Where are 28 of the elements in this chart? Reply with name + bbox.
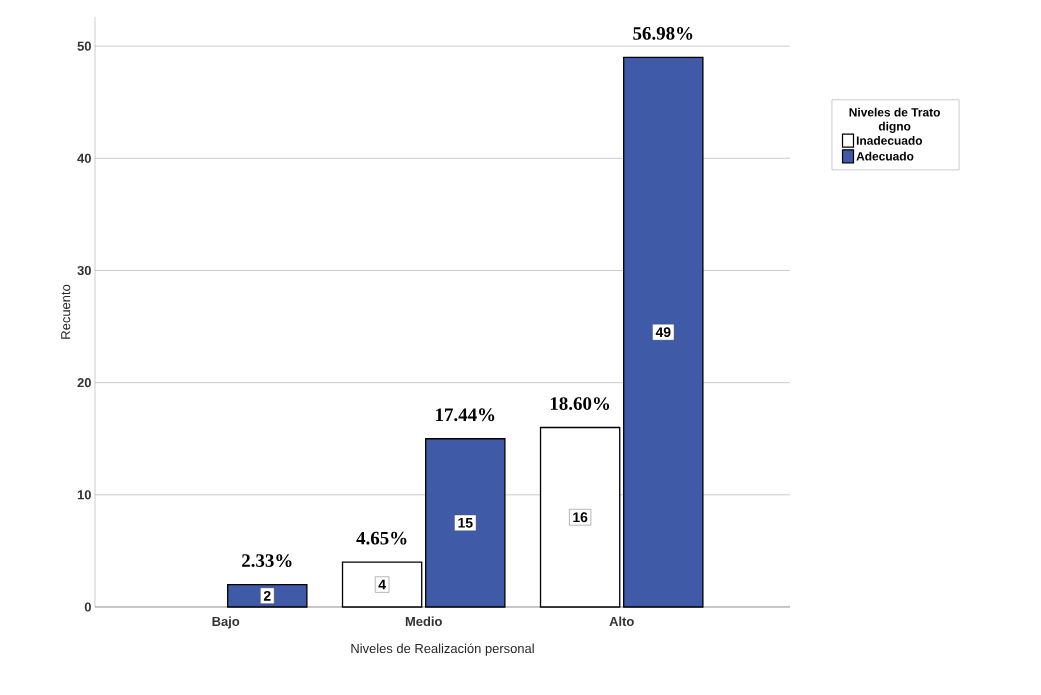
data-label: 15 xyxy=(458,518,473,528)
data-label: 49 xyxy=(655,327,671,338)
y-tick-label: 40 xyxy=(77,153,91,163)
data-label: 4 xyxy=(378,579,386,590)
y-tick-label: 30 xyxy=(77,265,91,276)
annotation: 2.33% xyxy=(242,554,292,568)
y-tick-label: 0 xyxy=(84,602,91,612)
annotation: 17.44% xyxy=(436,408,495,422)
y-tick-label: 20 xyxy=(77,378,91,388)
data-label: 2 xyxy=(263,590,271,601)
x-tick-label: Medio xyxy=(405,616,442,627)
annotation: 18.60% xyxy=(550,397,610,410)
x-tick-label: Bajo xyxy=(212,616,240,629)
y-tick-label: 50 xyxy=(77,41,91,51)
legend-label: Adecuado xyxy=(856,151,914,161)
bar xyxy=(539,426,621,608)
bar xyxy=(341,561,423,608)
legend-title: Niveles de Trato digno xyxy=(849,107,940,133)
bar xyxy=(623,56,704,608)
x-axis-title: Niveles de Realización personal xyxy=(351,643,534,656)
bar xyxy=(425,438,506,608)
data-label: 16 xyxy=(573,512,588,523)
legend-label: Inadecuado xyxy=(856,136,923,145)
x-tick-label: Alto xyxy=(609,616,634,627)
annotation: 4.65% xyxy=(356,531,407,545)
y-tick-label: 10 xyxy=(77,490,91,500)
y-axis-title: Recuento xyxy=(61,284,71,339)
annotation: 56.98% xyxy=(633,26,693,40)
